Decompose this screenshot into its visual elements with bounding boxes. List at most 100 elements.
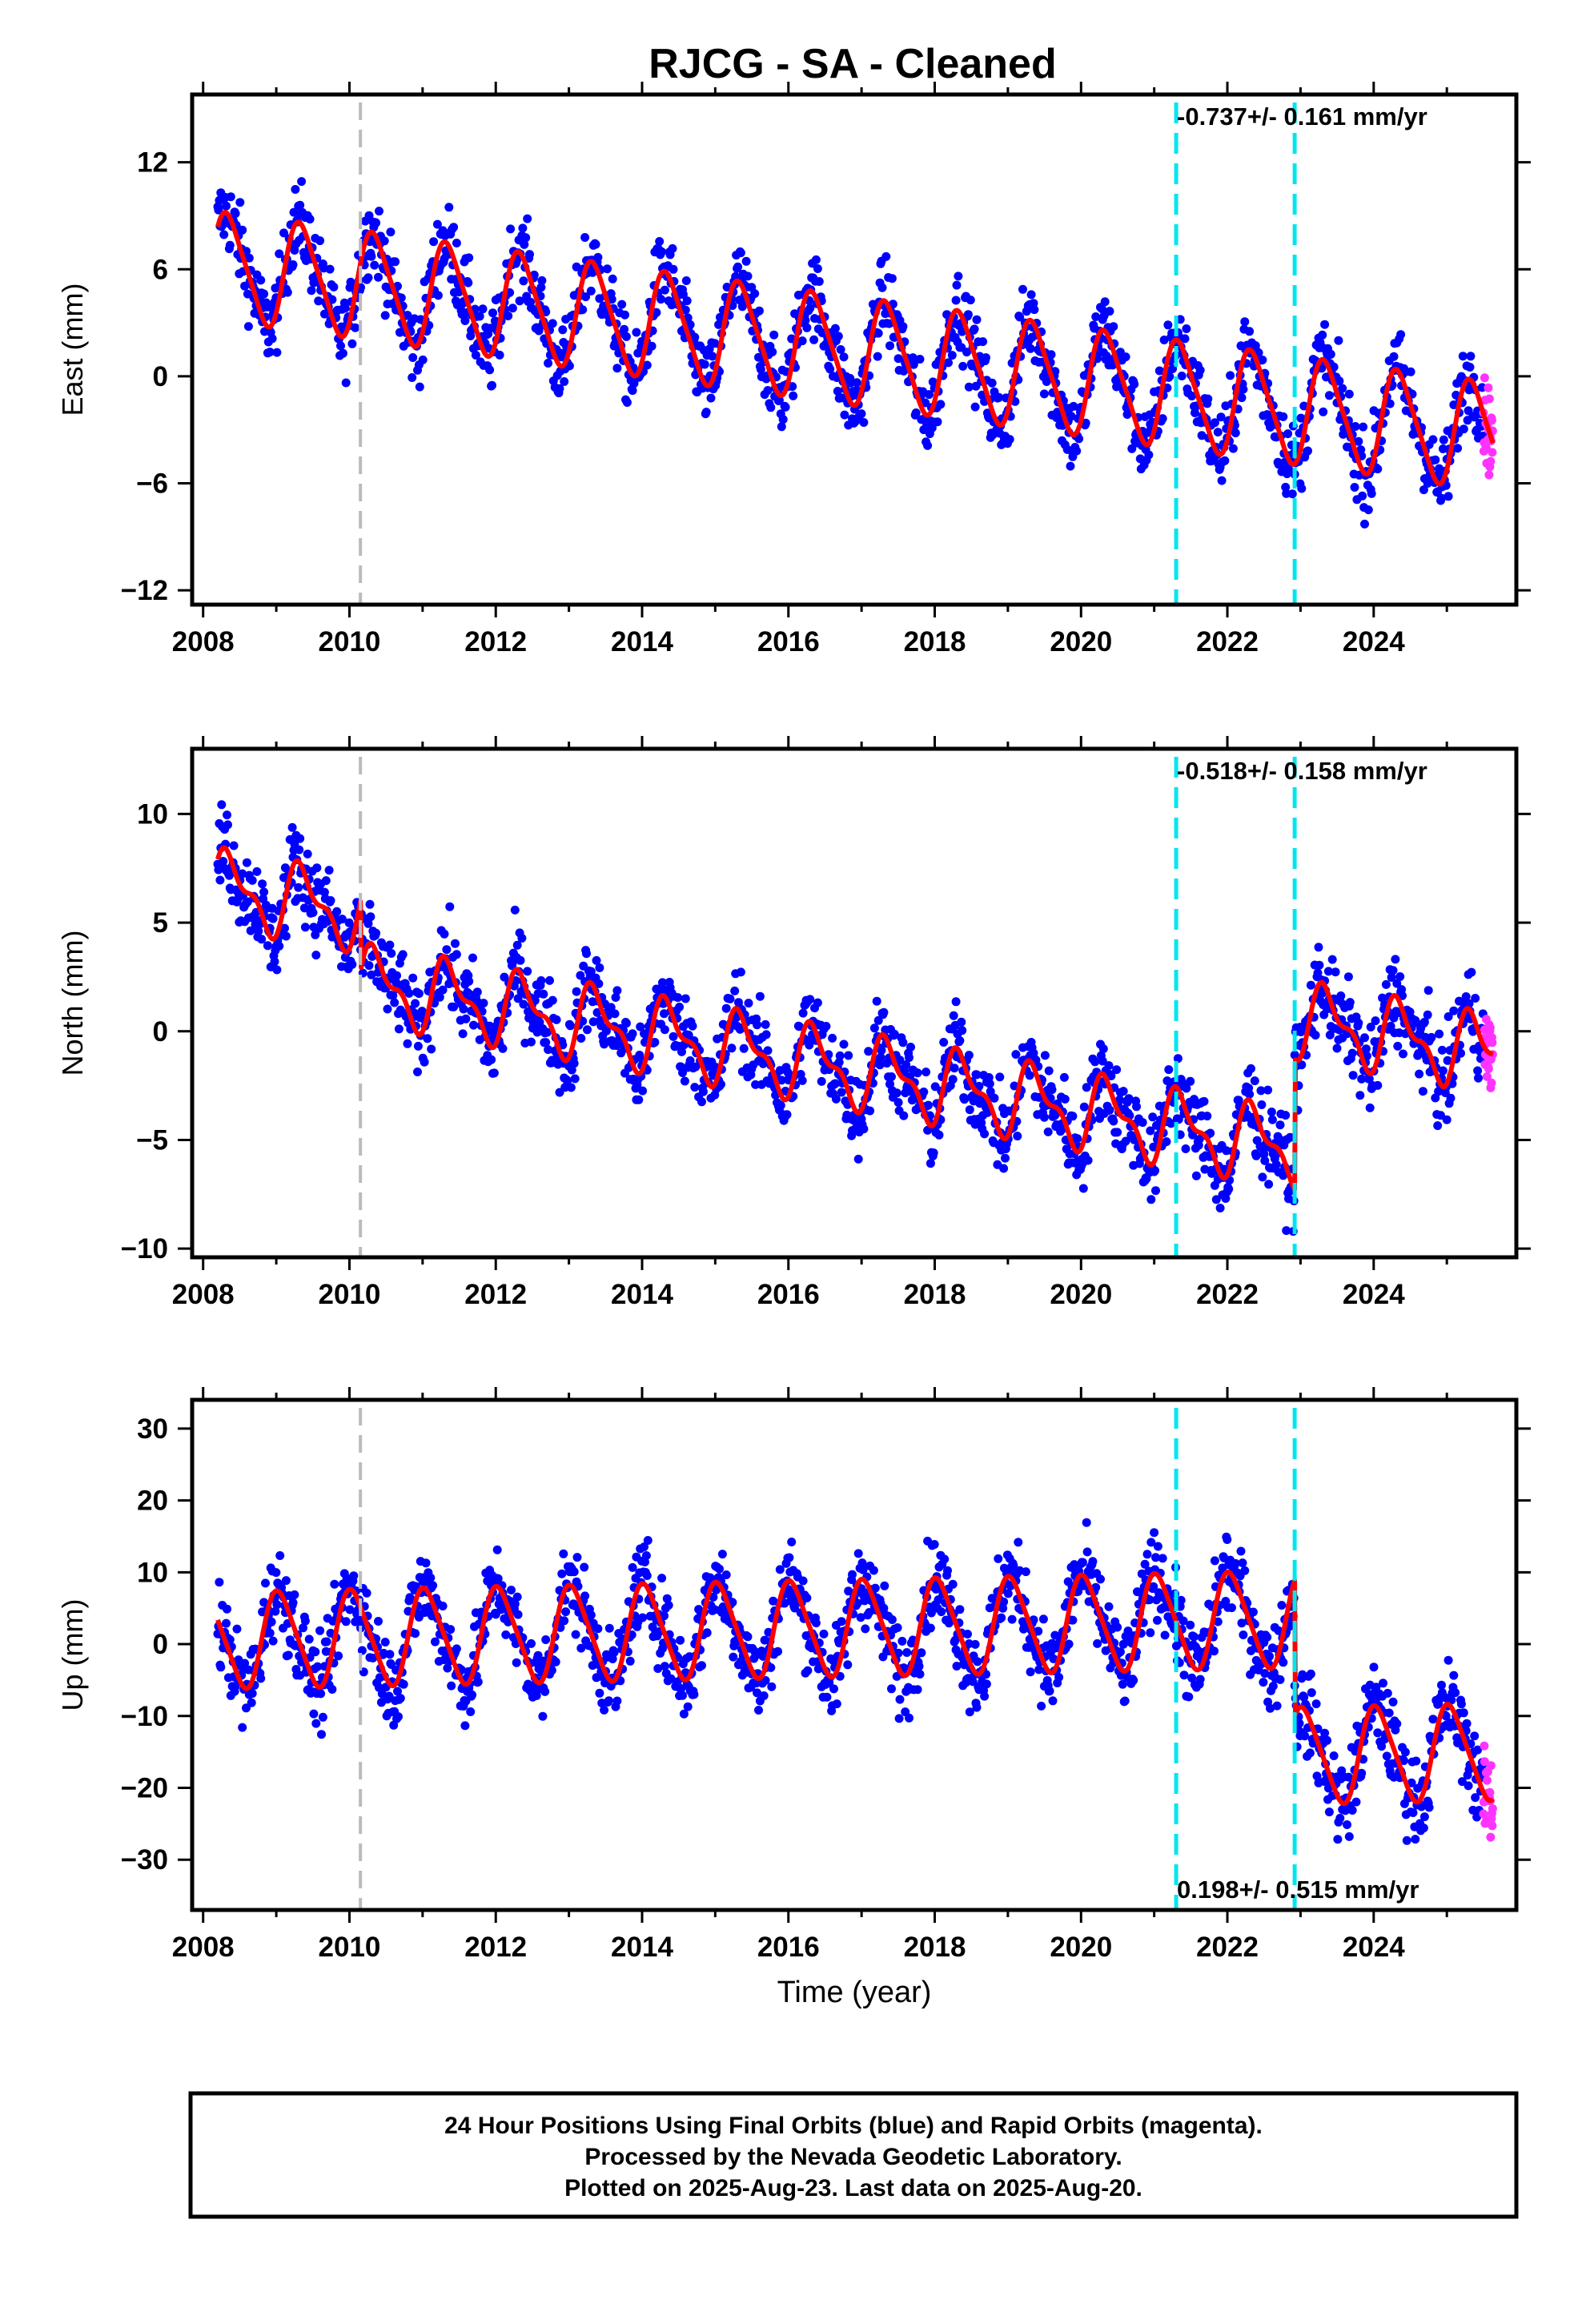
final-orbit-point — [1066, 461, 1075, 471]
final-orbit-point — [681, 994, 690, 1003]
final-orbit-point — [612, 986, 622, 995]
x-tick-label: 2022 — [1196, 1279, 1259, 1310]
final-orbit-point — [839, 1039, 849, 1049]
final-orbit-point — [952, 280, 962, 290]
final-orbit-point — [1105, 307, 1114, 316]
final-orbit-point — [678, 290, 688, 300]
final-orbit-point — [955, 1605, 965, 1614]
final-orbit-point — [1431, 455, 1440, 464]
final-orbit-point — [655, 237, 665, 246]
final-orbit-point — [370, 260, 379, 270]
final-orbit-point — [566, 1083, 576, 1092]
final-orbit-point — [1010, 396, 1020, 406]
final-orbit-point — [464, 278, 473, 287]
final-orbit-point — [223, 1604, 231, 1614]
final-orbit-point — [725, 994, 735, 1003]
final-orbit-point — [1181, 1144, 1191, 1153]
final-orbit-point — [560, 377, 569, 386]
final-orbit-point — [1297, 484, 1307, 493]
final-orbit-point — [232, 1624, 242, 1634]
final-orbit-point — [327, 295, 337, 304]
final-orbit-point — [1435, 1029, 1444, 1039]
final-orbit-point — [930, 1540, 939, 1549]
final-orbit-point — [972, 1703, 982, 1712]
final-orbit-point — [962, 348, 971, 357]
final-orbit-point — [1001, 1153, 1010, 1163]
final-orbit-point — [364, 961, 374, 971]
final-orbit-point — [527, 1037, 536, 1047]
final-orbit-point — [682, 296, 692, 306]
final-orbit-point — [1267, 1115, 1277, 1124]
x-tick-label: 2012 — [464, 626, 527, 657]
final-orbit-point — [1120, 1696, 1130, 1706]
final-orbit-point — [869, 1566, 878, 1575]
final-orbit-point — [805, 995, 815, 1004]
final-orbit-point — [1315, 960, 1324, 970]
final-orbit-point — [1186, 1076, 1195, 1086]
final-orbit-point — [461, 1014, 471, 1023]
final-orbit-point — [569, 1059, 579, 1068]
y-tick-label: 10 — [137, 798, 168, 830]
final-orbit-point — [1180, 334, 1190, 344]
final-orbit-point — [833, 332, 843, 341]
final-orbit-point — [408, 353, 418, 362]
final-orbit-point — [1275, 1120, 1285, 1130]
final-orbit-point — [1046, 350, 1056, 360]
final-orbit-point — [281, 931, 291, 941]
final-orbit-point — [1044, 1066, 1054, 1076]
final-orbit-point — [1373, 1080, 1383, 1090]
final-orbit-point — [315, 236, 325, 246]
final-orbit-point — [805, 304, 815, 313]
final-orbit-point — [715, 1564, 724, 1574]
final-orbit-point — [809, 335, 819, 344]
final-orbit-point — [386, 227, 396, 237]
final-orbit-point — [881, 251, 891, 261]
final-orbit-point — [1396, 330, 1406, 340]
final-orbit-point — [949, 1011, 958, 1020]
final-orbit-point — [460, 1721, 470, 1731]
final-orbit-point — [479, 999, 488, 1008]
x-tick-label: 2014 — [611, 1279, 673, 1310]
final-orbit-point — [1311, 1699, 1321, 1709]
final-orbit-point — [426, 1573, 436, 1582]
final-orbit-point — [438, 1602, 448, 1610]
final-orbit-point — [272, 1600, 282, 1610]
final-orbit-point — [773, 1647, 782, 1656]
final-orbit-point — [638, 1613, 648, 1622]
final-orbit-point — [1115, 1647, 1125, 1657]
final-orbit-point — [1332, 1043, 1342, 1053]
final-orbit-point — [580, 1562, 589, 1572]
final-orbit-point — [507, 1586, 516, 1594]
final-orbit-point — [243, 289, 252, 299]
final-orbit-point — [539, 989, 548, 999]
final-orbit-point — [1210, 1647, 1219, 1656]
final-orbit-point — [1096, 1574, 1105, 1584]
final-orbit-point — [316, 1689, 326, 1699]
final-orbit-point — [1265, 1651, 1274, 1661]
final-orbit-point — [1203, 394, 1213, 404]
final-orbit-point — [580, 1591, 590, 1601]
final-orbit-point — [512, 1658, 521, 1667]
final-orbit-point — [1319, 407, 1328, 416]
final-orbit-point — [466, 1707, 476, 1716]
final-orbit-point — [1038, 1614, 1048, 1624]
final-orbit-point — [1078, 1184, 1088, 1193]
final-orbit-point — [413, 1068, 422, 1076]
final-orbit-point — [702, 1628, 712, 1638]
final-orbit-point — [843, 1660, 853, 1670]
final-orbit-point — [1338, 384, 1347, 393]
final-orbit-point — [643, 1536, 652, 1545]
final-orbit-point — [557, 352, 567, 362]
final-orbit-point — [982, 353, 990, 363]
final-orbit-point — [432, 219, 442, 229]
final-orbit-point — [954, 271, 963, 281]
final-orbit-point — [275, 249, 284, 259]
final-orbit-point — [958, 361, 968, 371]
final-orbit-point — [1318, 330, 1327, 340]
final-orbit-point — [1388, 966, 1398, 975]
final-orbit-point — [957, 1017, 966, 1027]
east-rate-label: -0.737+/- 0.161 mm/yr — [1177, 103, 1427, 131]
final-orbit-point — [638, 1086, 648, 1096]
final-orbit-point — [610, 1009, 620, 1019]
